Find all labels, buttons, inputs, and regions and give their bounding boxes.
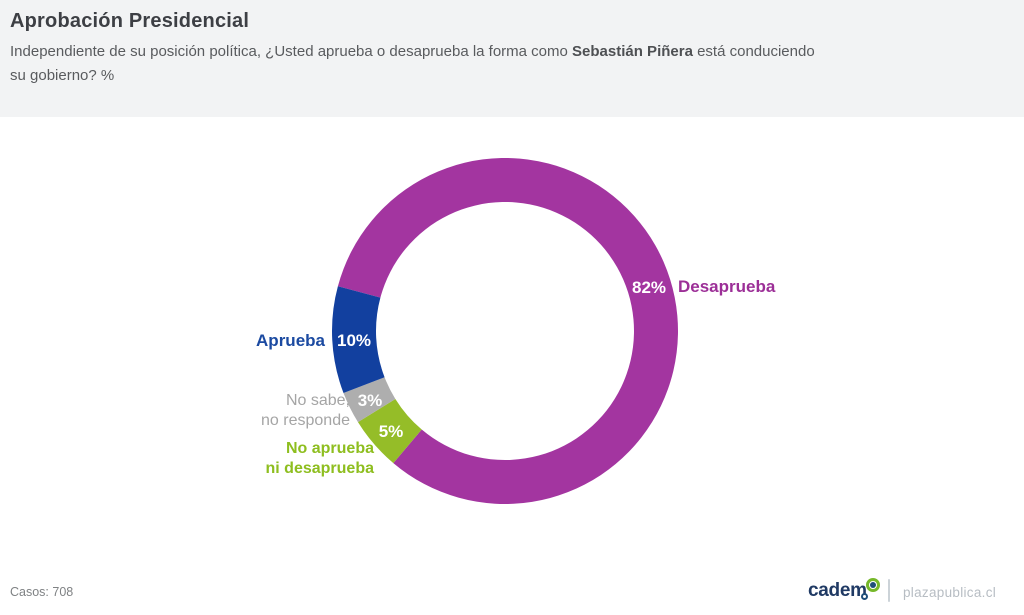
segment-label-no-sabe-no-responde: No sabe, no responde	[261, 391, 350, 431]
plazapublica-link[interactable]: plazapublica.cl	[903, 585, 997, 600]
question-part1: Independiente de su posición política, ¿…	[10, 43, 573, 60]
segment-name-line: ni desaprueba	[265, 460, 374, 477]
cadem-logo-text: cadem	[808, 580, 867, 601]
cases-count: Casos: 708	[10, 585, 74, 599]
footer-divider	[888, 579, 890, 602]
segment-name-line: No aprueba	[285, 440, 374, 457]
question-line2: su gobierno? %	[10, 67, 115, 84]
survey-question: Independiente de su posición política, ¿…	[10, 40, 1012, 88]
donut-segment-no-sabe-no-responde	[343, 377, 396, 423]
segment-name-line: Desaprueba	[678, 277, 776, 296]
question-subject: Sebastián Piñera	[572, 43, 693, 60]
pct-label-aprueba: 10%	[336, 331, 372, 350]
donut-segment-aprueba	[331, 286, 385, 393]
segment-label-desaprueba: Desaprueba	[678, 277, 775, 297]
cadem-logo: cadem	[808, 578, 900, 604]
pct-label-no-aprueba-ni-desaprueba: 5%	[378, 422, 404, 441]
segment-label-aprueba: Aprueba	[256, 331, 325, 351]
question-part2: está conduciendo	[692, 43, 815, 60]
cadem-logo-ring-icon	[866, 578, 880, 592]
pct-label-desaprueba: 82%	[631, 278, 667, 297]
header: Aprobación Presidencial Independiente de…	[0, 0, 1024, 117]
segment-name-line: No sabe,	[285, 392, 350, 409]
pct-label-no-sabe-no-responde: 3%	[357, 391, 383, 410]
cadem-logo-small-ring-icon	[861, 593, 868, 600]
segment-name-line: no responde	[261, 412, 350, 429]
segment-label-no-aprueba-ni-desaprueba: No aprueba ni desaprueba	[266, 439, 374, 479]
donut-segment-no-aprueba-ni-desaprueba	[357, 398, 422, 464]
segment-name-line: Aprueba	[256, 331, 325, 350]
cadem-logo-dot-icon	[870, 582, 876, 588]
page-title: Aprobación Presidencial	[10, 10, 250, 32]
